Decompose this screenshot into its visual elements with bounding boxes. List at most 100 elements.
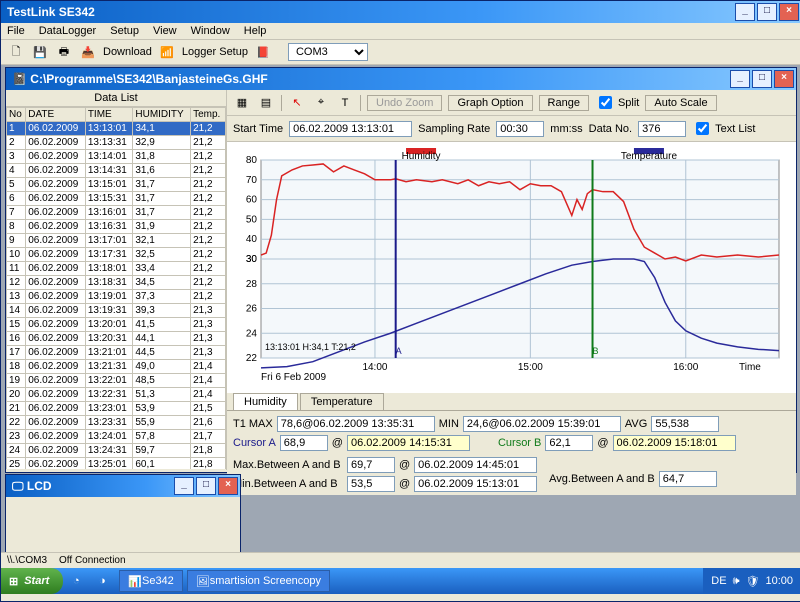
table-row[interactable]: 1006.02.200913:17:3132,521,2	[7, 248, 226, 262]
table-row[interactable]: 2406.02.200913:24:3159,721,8	[7, 444, 226, 458]
cursorA-val	[280, 435, 328, 451]
status-connection: Off Connection	[59, 555, 126, 566]
table-row[interactable]: 2006.02.200913:22:3151,321,4	[7, 388, 226, 402]
sampling-rate-input[interactable]	[496, 121, 544, 137]
table-row[interactable]: 506.02.200913:15:0131,721,2	[7, 178, 226, 192]
tray-volume-icon[interactable]: 🕪	[733, 575, 740, 588]
table-row[interactable]: 1206.02.200913:18:3134,521,2	[7, 276, 226, 290]
start-button[interactable]: ⊞ Start	[1, 568, 63, 594]
data-no-input[interactable]	[638, 121, 686, 137]
save-icon[interactable]: 💾	[31, 43, 49, 61]
data-window: 📓 C:\Programme\SE342\BanjasteineGs.GHF _…	[5, 67, 797, 473]
table-row[interactable]: 1106.02.200913:18:0133,421,2	[7, 262, 226, 276]
menu-help[interactable]: Help	[244, 25, 267, 37]
col-header[interactable]: Temp.	[191, 108, 226, 122]
col-header[interactable]: DATE	[26, 108, 86, 122]
svg-text:50: 50	[246, 214, 258, 225]
menu-view[interactable]: View	[153, 25, 177, 37]
help-icon[interactable]: 📕	[254, 43, 272, 61]
pointer-icon[interactable]: ↖	[288, 94, 306, 112]
menu-datalogger[interactable]: DataLogger	[39, 25, 97, 37]
svg-text:Temperature: Temperature	[621, 151, 678, 162]
graph-toolbar: ▦ ▤ ↖ ⌖ T Undo Zoom Graph Option Range S…	[227, 90, 796, 116]
table-row[interactable]: 1806.02.200913:21:3149,021,4	[7, 360, 226, 374]
table-row[interactable]: 2106.02.200913:23:0153,921,5	[7, 402, 226, 416]
download-label[interactable]: Download	[103, 46, 152, 58]
table-row[interactable]: 1906.02.200913:22:0148,521,4	[7, 374, 226, 388]
app-title: TestLink SE342	[7, 5, 95, 19]
table-row[interactable]: 306.02.200913:14:0131,821,2	[7, 150, 226, 164]
table-row[interactable]: 406.02.200913:14:3131,621,2	[7, 164, 226, 178]
tray-shield-icon[interactable]: 🛡	[746, 575, 760, 588]
tab-temperature[interactable]: Temperature	[300, 393, 384, 410]
notebook-icon: 📓	[12, 72, 27, 86]
chart-area[interactable]: 304050607080222426283014:0015:0016:00Tim…	[227, 142, 796, 393]
menu-setup[interactable]: Setup	[110, 25, 139, 37]
table-row[interactable]: 806.02.200913:16:3131,921,2	[7, 220, 226, 234]
table-row[interactable]: 1706.02.200913:21:0144,521,3	[7, 346, 226, 360]
start-time-input[interactable]	[289, 121, 412, 137]
tray-lang[interactable]: DE	[711, 575, 726, 587]
table-row[interactable]: 2506.02.200913:25:0160,121,8	[7, 458, 226, 470]
svg-text:13:13:01 H:34,1 T:21,2: 13:13:01 H:34,1 T:21,2	[265, 342, 356, 352]
dw-close-button[interactable]: ×	[774, 70, 794, 88]
table-row[interactable]: 1506.02.200913:20:0141,521,3	[7, 318, 226, 332]
table-row[interactable]: 706.02.200913:16:0131,721,2	[7, 206, 226, 220]
maximize-button[interactable]: □	[757, 3, 777, 21]
menu-window[interactable]: Window	[191, 25, 230, 37]
taskbar-item[interactable]: 📊 Se342	[119, 570, 183, 592]
range-button[interactable]: Range	[539, 95, 589, 111]
table-row[interactable]: 1406.02.200913:19:3139,321,3	[7, 304, 226, 318]
text-list-checkbox[interactable]: Text List	[692, 119, 755, 138]
system-tray[interactable]: DE 🕪 🛡 10:00	[703, 568, 800, 594]
datalist-scroll[interactable]: NoDATETIMEHUMIDITYTemp. 106.02.200913:13…	[6, 107, 226, 469]
svg-text:Fri 6 Feb 2009: Fri 6 Feb 2009	[261, 372, 326, 383]
lcd-close-button[interactable]: ×	[218, 477, 238, 495]
download-icon[interactable]: 📥	[79, 43, 97, 61]
table-row[interactable]: 106.02.200913:13:0134,121,2	[7, 122, 226, 136]
minimize-button[interactable]: _	[735, 3, 755, 21]
tray-clock[interactable]: 10:00	[765, 575, 793, 587]
cursor-tool-icon[interactable]: ⌖	[312, 94, 330, 112]
print-icon[interactable]: 🖶	[55, 43, 73, 61]
new-icon[interactable]: 🗋	[7, 43, 25, 61]
start-time-label: Start Time	[233, 123, 283, 135]
table-row[interactable]: 906.02.200913:17:0132,121,2	[7, 234, 226, 248]
table-row[interactable]: 2206.02.200913:23:3155,921,6	[7, 416, 226, 430]
table-row[interactable]: 606.02.200913:15:3131,721,2	[7, 192, 226, 206]
svg-text:26: 26	[246, 304, 258, 315]
svg-text:24: 24	[246, 328, 258, 339]
text-tool-icon[interactable]: T	[336, 94, 354, 112]
table-row[interactable]: 2306.02.200913:24:0157,821,7	[7, 430, 226, 444]
split-checkbox[interactable]: Split	[595, 93, 639, 112]
logger-setup-icon[interactable]: 📶	[158, 43, 176, 61]
data-window-title: C:\Programme\SE342\BanjasteineGs.GHF	[30, 72, 267, 86]
chart-type2-icon[interactable]: ▤	[257, 94, 275, 112]
col-header[interactable]: No	[7, 108, 26, 122]
chart-type1-icon[interactable]: ▦	[233, 94, 251, 112]
col-header[interactable]: TIME	[85, 108, 133, 122]
tab-humidity[interactable]: Humidity	[233, 393, 298, 410]
lcd-maximize-button[interactable]: □	[196, 477, 216, 495]
dw-minimize-button[interactable]: _	[730, 70, 750, 88]
menubar: File DataLogger Setup View Window Help	[1, 23, 800, 40]
graph-option-button[interactable]: Graph Option	[448, 95, 532, 111]
dw-maximize-button[interactable]: □	[752, 70, 772, 88]
quicklaunch-icon[interactable]: ◔	[67, 572, 85, 590]
undo-zoom-button[interactable]: Undo Zoom	[367, 95, 442, 111]
close-button[interactable]: ×	[779, 3, 799, 21]
svg-text:14:00: 14:00	[362, 362, 387, 373]
taskbar-item[interactable]: 🖼 smartision Screencopy	[187, 570, 330, 592]
auto-scale-button[interactable]: Auto Scale	[645, 95, 716, 111]
table-row[interactable]: 1306.02.200913:19:0137,321,2	[7, 290, 226, 304]
quicklaunch-icon2[interactable]: ◑	[93, 572, 111, 590]
port-select[interactable]: COM3	[288, 43, 368, 61]
minAB-val	[347, 476, 395, 492]
lcd-minimize-button[interactable]: _	[174, 477, 194, 495]
logger-setup-label[interactable]: Logger Setup	[182, 46, 248, 58]
minAB-time	[414, 476, 537, 492]
table-row[interactable]: 206.02.200913:13:3132,921,2	[7, 136, 226, 150]
table-row[interactable]: 1606.02.200913:20:3144,121,3	[7, 332, 226, 346]
col-header[interactable]: HUMIDITY	[133, 108, 191, 122]
menu-file[interactable]: File	[7, 25, 25, 37]
